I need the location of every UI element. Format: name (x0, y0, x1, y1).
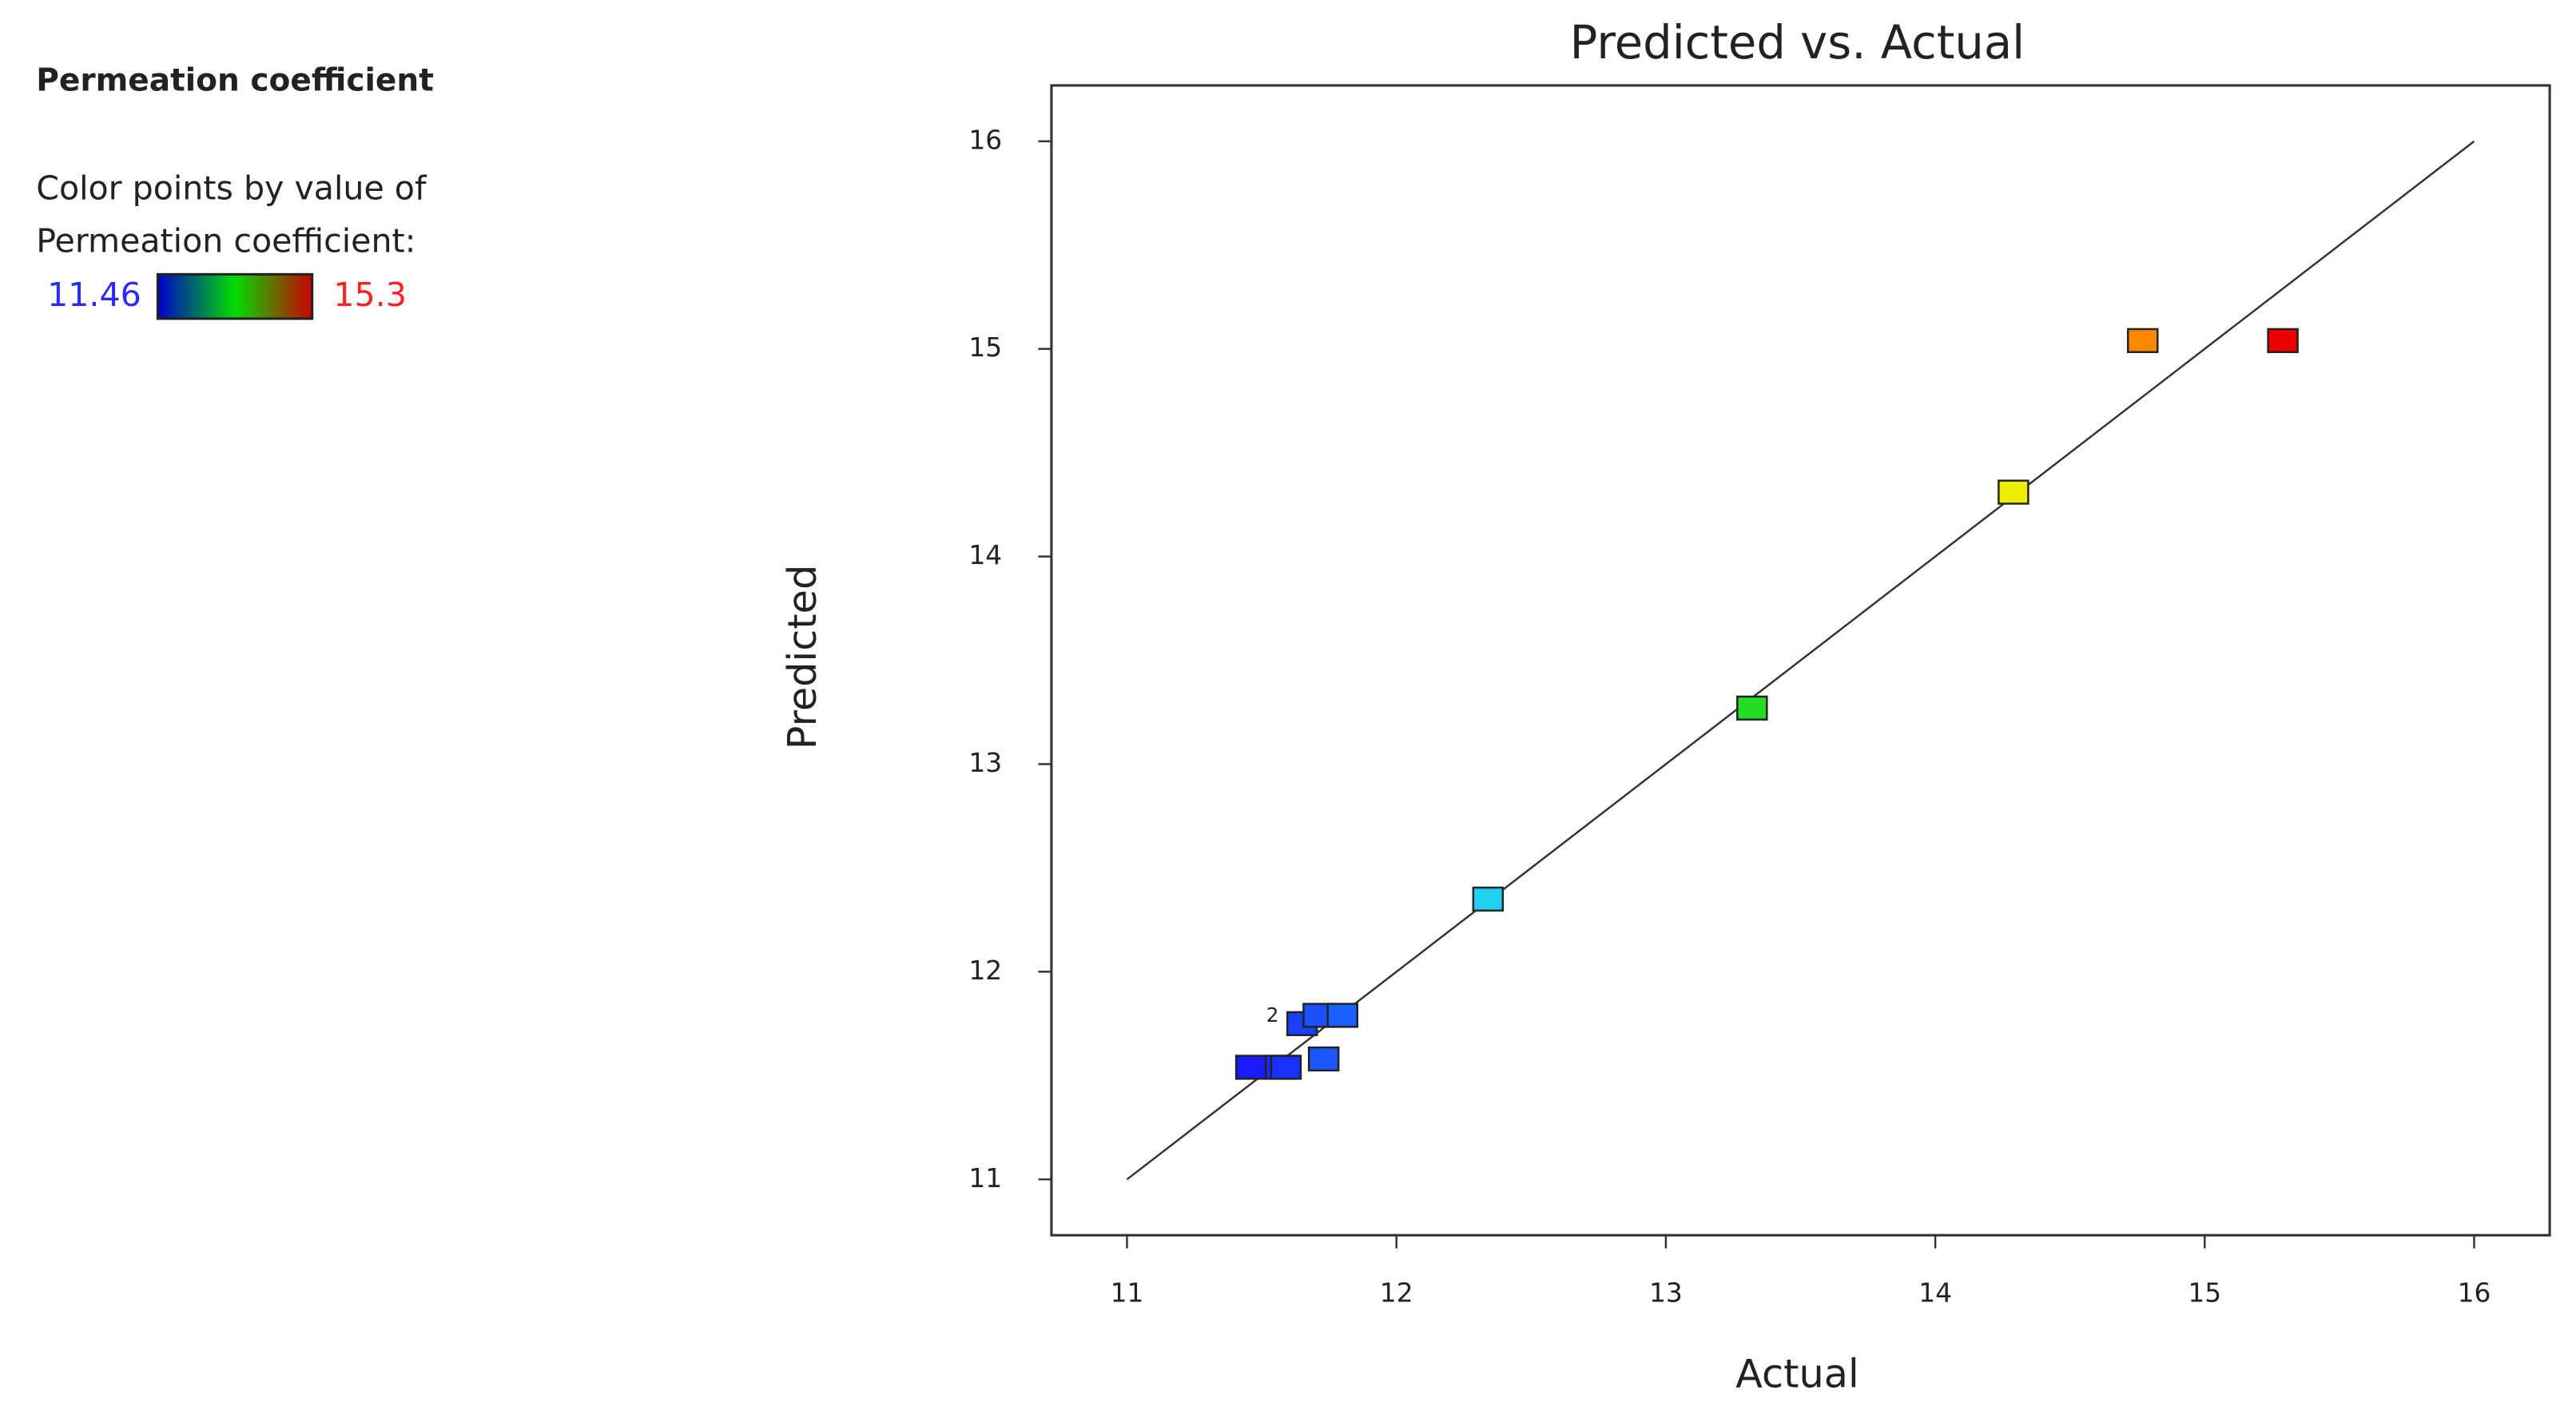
y-tick-label: 16 (968, 124, 1002, 155)
data-point (1326, 1003, 1359, 1028)
data-point (1307, 1046, 1340, 1072)
data-point (1472, 886, 1505, 912)
colorbar-caption: Color points by value of (36, 169, 427, 208)
colorbar-min: 11.46 (47, 276, 141, 314)
x-tick-label: 13 (1649, 1277, 1683, 1309)
data-point (1998, 479, 2029, 505)
chart-title: Predicted vs. Actual (1570, 16, 2025, 70)
data-point (1234, 1055, 1267, 1080)
colorbar (156, 272, 314, 320)
legend-title: Permeation coefficient (36, 62, 434, 98)
data-point (2267, 328, 2299, 353)
annotation: 2 (1266, 1003, 1279, 1027)
plot-frame (1050, 84, 2551, 1237)
data-point (1270, 1055, 1302, 1080)
x-tick-label: 11 (1111, 1277, 1144, 1309)
x-axis-label: Actual (1735, 1351, 1859, 1397)
x-tick-label: 14 (1918, 1277, 1952, 1309)
colorbar-max: 15.3 (333, 276, 407, 314)
x-tick-label: 12 (1380, 1277, 1413, 1309)
data-point (2127, 328, 2159, 353)
colorbar-caption: Permeation coefficient: (36, 221, 415, 260)
x-tick-label: 16 (2458, 1277, 2491, 1309)
y-tick-label: 11 (968, 1162, 1002, 1194)
y-tick-label: 14 (968, 539, 1002, 570)
data-point (1736, 695, 1768, 721)
y-tick-label: 13 (968, 747, 1002, 778)
y-tick-label: 12 (968, 955, 1002, 986)
y-tick-label: 15 (968, 332, 1002, 363)
y-axis-label: Predicted (779, 565, 825, 750)
x-tick-label: 15 (2188, 1277, 2221, 1309)
